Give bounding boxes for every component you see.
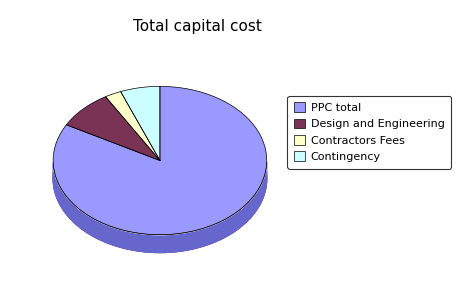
Polygon shape — [53, 162, 267, 253]
Ellipse shape — [53, 104, 267, 253]
Legend: PPC total, Design and Engineering, Contractors Fees, Contingency: PPC total, Design and Engineering, Contr… — [288, 95, 451, 169]
Polygon shape — [121, 86, 160, 160]
Polygon shape — [53, 86, 267, 235]
Title: Total capital cost: Total capital cost — [132, 19, 262, 34]
Polygon shape — [106, 92, 160, 160]
Ellipse shape — [53, 86, 267, 235]
Polygon shape — [66, 97, 160, 160]
